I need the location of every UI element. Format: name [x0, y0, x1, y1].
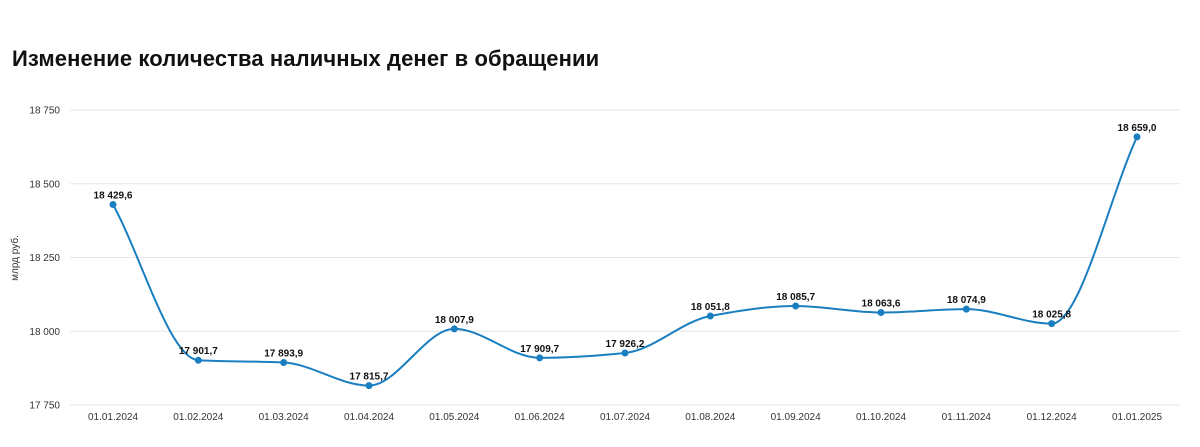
data-point: [450, 325, 458, 333]
x-tick-label: 01.07.2024: [600, 412, 650, 423]
data-point: [962, 305, 970, 313]
data-label: 18 085,7: [776, 292, 815, 303]
y-tick-label: 18 500: [29, 179, 60, 190]
x-tick-label: 01.04.2024: [344, 412, 394, 423]
x-tick-label: 01.08.2024: [685, 412, 735, 423]
data-point: [536, 354, 544, 362]
data-label: 18 429,6: [94, 191, 133, 202]
y-axis-ticks: 17 750 18 000 18 250 18 500 18 750: [29, 106, 60, 412]
data-point: [792, 302, 800, 310]
x-tick-label: 01.09.2024: [771, 412, 821, 423]
data-point: [706, 312, 714, 320]
x-tick-label: 01.02.2024: [173, 412, 223, 423]
y-tick-label: 18 000: [29, 327, 60, 338]
x-tick-label: 01.06.2024: [515, 412, 565, 423]
y-tick-label: 18 250: [29, 253, 60, 264]
data-label: 18 063,6: [862, 298, 901, 309]
x-tick-label: 01.05.2024: [429, 412, 479, 423]
data-label: 18 007,9: [435, 315, 474, 326]
y-tick-label: 17 750: [29, 401, 60, 412]
x-tick-label: 01.01.2025: [1112, 412, 1162, 423]
data-label: 17 926,2: [606, 339, 645, 350]
data-points: [109, 133, 1141, 390]
data-point: [280, 359, 288, 367]
chart-title: Изменение количества наличных денег в об…: [12, 46, 600, 71]
x-tick-label: 01.12.2024: [1027, 412, 1077, 423]
data-label: 17 815,7: [350, 372, 389, 383]
data-label: 17 893,9: [264, 349, 303, 360]
data-label: 18 051,8: [691, 302, 730, 313]
data-point: [194, 356, 202, 364]
x-axis-ticks: 01.01.2024 01.02.2024 01.03.2024 01.04.2024…: [88, 412, 1162, 423]
x-tick-label: 01.03.2024: [259, 412, 309, 423]
data-point: [1133, 133, 1141, 141]
data-label: 18 074,9: [947, 295, 986, 306]
data-point: [365, 382, 373, 390]
data-point: [1048, 320, 1056, 328]
x-tick-label: 01.01.2024: [88, 412, 138, 423]
y-axis-title: млрд руб.: [9, 235, 21, 281]
data-point: [621, 349, 629, 357]
x-tick-label: 01.11.2024: [942, 412, 992, 423]
grid-lines: [70, 109, 1180, 406]
data-point: [877, 308, 885, 316]
data-label: 18 659,0: [1118, 123, 1157, 134]
x-tick-label: 01.10.2024: [856, 412, 906, 423]
y-tick-label: 18 750: [29, 106, 60, 117]
data-point: [109, 201, 117, 209]
data-label: 17 901,7: [179, 346, 218, 357]
data-label: 18 025,8: [1032, 310, 1071, 321]
data-label: 17 909,7: [520, 344, 559, 355]
data-labels: 18 429,6 17 901,7 17 893,9 17 815,7 18 007,9…: [94, 123, 1157, 383]
